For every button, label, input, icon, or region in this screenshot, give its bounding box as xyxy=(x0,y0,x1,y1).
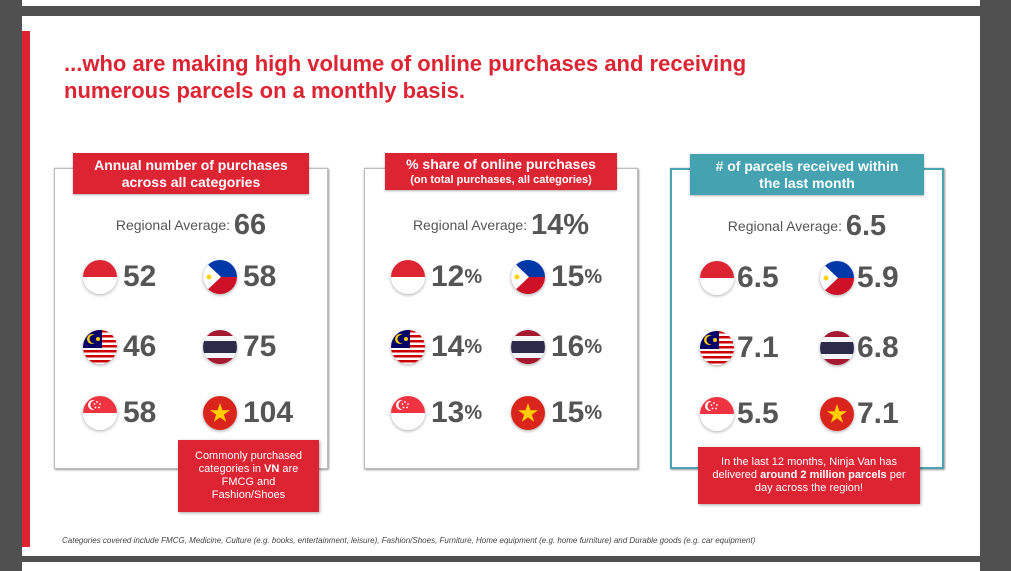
stat-value: 58 xyxy=(123,396,157,429)
stat-value: 12 xyxy=(431,260,465,293)
regional-average-label: Regional Average: xyxy=(115,217,234,233)
vn-categories-note: Commonly purchased categories in VN are … xyxy=(178,440,319,512)
slide-headline: ...who are making high volume of online … xyxy=(64,50,944,104)
stat-value: 14 xyxy=(431,330,465,363)
country-stat-philippines: 58 xyxy=(203,260,276,294)
percent-unit: % xyxy=(584,335,603,358)
country-stat-indonesia: 6.5 xyxy=(700,261,779,295)
philippines-flag-icon xyxy=(511,260,545,294)
stat-value: 15 xyxy=(551,260,585,293)
note-text-post: are FMCG and Fashion/Shoes xyxy=(211,463,299,501)
regional-average-value: 14% xyxy=(531,209,590,241)
country-stat-singapore: 5.5 xyxy=(700,397,779,431)
card-parcels-received: # of parcels received within the last mo… xyxy=(670,154,944,469)
vietnam-flag-icon xyxy=(203,396,237,430)
percent-unit: % xyxy=(584,265,603,288)
country-stat-singapore: 58 xyxy=(83,396,156,430)
country-stat-vietnam: 15% xyxy=(511,396,602,430)
country-stat-indonesia: 12% xyxy=(391,260,482,294)
card-title: # of parcels received within the last mo… xyxy=(690,154,924,195)
country-stat-vietnam: 104 xyxy=(203,396,293,430)
regional-average-label: Regional Average: xyxy=(412,217,531,233)
malaysia-flag-icon xyxy=(83,330,117,364)
thailand-flag-icon xyxy=(511,330,545,364)
slide: ...who are making high volume of online … xyxy=(22,16,980,556)
indonesia-flag-icon xyxy=(391,260,425,294)
country-stat-malaysia: 46 xyxy=(83,330,156,364)
malaysia-flag-icon xyxy=(391,330,425,364)
country-stat-indonesia: 52 xyxy=(83,260,156,294)
percent-unit: % xyxy=(464,335,483,358)
note-text-bold: around 2 million parcels xyxy=(760,469,887,481)
accent-bar xyxy=(22,31,30,547)
indonesia-flag-icon xyxy=(83,260,117,294)
stat-value: 7.1 xyxy=(737,331,779,364)
regional-average-value: 6.5 xyxy=(845,210,887,242)
stat-value: 58 xyxy=(243,260,277,293)
percent-unit: % xyxy=(464,265,483,288)
regional-average-label: Regional Average: xyxy=(727,218,846,234)
singapore-flag-icon xyxy=(83,396,117,430)
stat-value: 7.1 xyxy=(857,397,899,430)
card-title-line-1: # of parcels received within xyxy=(715,158,899,174)
regional-average: Regional Average: 66 xyxy=(55,209,327,242)
regional-average: Regional Average: 14% xyxy=(365,209,637,242)
country-stat-thailand: 16% xyxy=(511,330,602,364)
philippines-flag-icon xyxy=(203,260,237,294)
stat-value: 15 xyxy=(551,396,585,429)
stat-value: 104 xyxy=(243,396,294,429)
card-title-line-2: the last month xyxy=(759,175,855,191)
card-title: Annual number of purchases across all ca… xyxy=(73,153,309,194)
vietnam-flag-icon xyxy=(511,396,545,430)
country-stat-thailand: 6.8 xyxy=(820,331,899,365)
country-stat-malaysia: 7.1 xyxy=(700,331,779,365)
previous-slide-edge xyxy=(22,0,980,6)
singapore-flag-icon xyxy=(391,396,425,430)
country-stat-vietnam: 7.1 xyxy=(820,397,899,431)
note-text-post: per day across the region! xyxy=(754,469,906,494)
note-text-pre: In the last 12 months, Ninja Van has del… xyxy=(712,456,897,481)
stat-value: 5.9 xyxy=(857,261,899,294)
malaysia-flag-icon xyxy=(700,331,734,365)
singapore-flag-icon xyxy=(700,397,734,431)
card-title-line-1: Annual number of purchases xyxy=(94,157,288,173)
country-stat-philippines: 15% xyxy=(511,260,602,294)
stat-value: 46 xyxy=(123,330,157,363)
thailand-flag-icon xyxy=(203,330,237,364)
headline-line-2: numerous parcels on a monthly basis. xyxy=(64,78,465,103)
regional-average: Regional Average: 6.5 xyxy=(672,210,942,243)
card-annual-purchases: Annual number of purchases across all ca… xyxy=(54,153,328,469)
card-title-line-2: (on total purchases, all categories) xyxy=(410,174,592,186)
thailand-flag-icon xyxy=(820,331,854,365)
country-stat-philippines: 5.9 xyxy=(820,261,899,295)
country-stat-singapore: 13% xyxy=(391,396,482,430)
stat-value: 75 xyxy=(243,330,277,363)
vietnam-flag-icon xyxy=(820,397,854,431)
card-title-line-1: % share of online purchases xyxy=(406,156,596,172)
stat-value: 13 xyxy=(431,396,465,429)
stat-value: 16 xyxy=(551,330,585,363)
headline-line-1: ...who are making high volume of online … xyxy=(64,51,747,76)
indonesia-flag-icon xyxy=(700,261,734,295)
note-text-bold: VN xyxy=(264,463,280,475)
card-online-share: % share of online purchases (on total pu… xyxy=(364,153,638,469)
next-slide-edge xyxy=(22,562,980,571)
note-text-pre: Commonly purchased categories in xyxy=(195,450,302,475)
regional-average-value: 66 xyxy=(233,209,267,241)
card-title-line-2: across all categories xyxy=(121,174,261,190)
stat-value: 52 xyxy=(123,260,157,293)
percent-unit: % xyxy=(464,401,483,424)
stat-value: 6.8 xyxy=(857,331,899,364)
percent-unit: % xyxy=(584,401,603,424)
stat-value: 5.5 xyxy=(737,397,779,430)
card-title: % share of online purchases (on total pu… xyxy=(385,153,617,190)
country-stat-thailand: 75 xyxy=(203,330,276,364)
country-stat-malaysia: 14% xyxy=(391,330,482,364)
ninja-van-note: In the last 12 months, Ninja Van has del… xyxy=(698,447,920,504)
philippines-flag-icon xyxy=(820,261,854,295)
stat-value: 6.5 xyxy=(737,261,779,294)
categories-footnote: Categories covered include FMCG, Medicin… xyxy=(62,536,756,545)
